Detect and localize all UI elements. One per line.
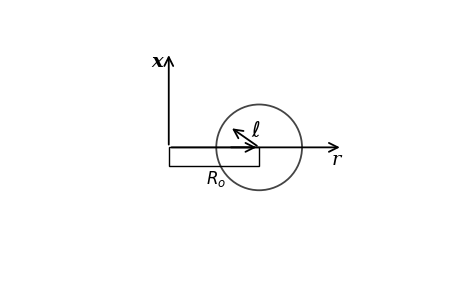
Text: $R_o$: $R_o$ — [206, 169, 227, 189]
Text: $\ell$: $\ell$ — [251, 121, 261, 141]
Text: r: r — [332, 151, 341, 169]
Bar — [169, 147, 259, 166]
Text: x: x — [151, 53, 163, 71]
